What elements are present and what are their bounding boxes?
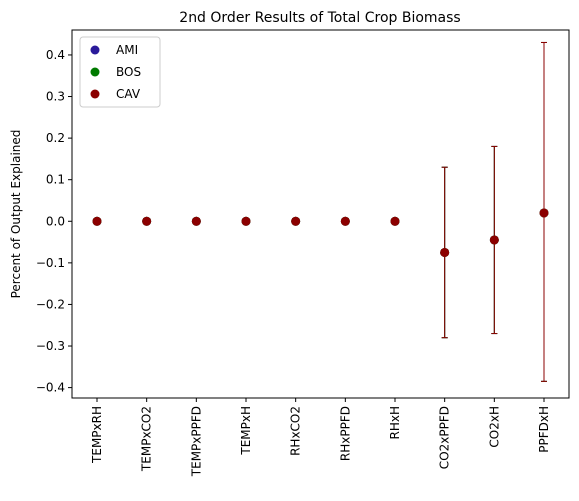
plot-frame xyxy=(71,29,570,399)
legend-marker xyxy=(90,89,100,99)
legend-marker xyxy=(90,67,100,77)
data-point xyxy=(390,216,400,226)
data-point xyxy=(191,216,201,226)
legend-label: CAV xyxy=(116,87,141,101)
data-point xyxy=(489,235,499,245)
chart-title: 2nd Order Results of Total Crop Biomass xyxy=(179,10,460,26)
x-tick-label: RHxCO2 xyxy=(289,406,303,456)
y-tick-label: 0.1 xyxy=(46,173,65,187)
y-tick-label: −0.3 xyxy=(36,339,65,353)
x-tick-label: CO2xPPFD xyxy=(438,406,452,469)
data-point xyxy=(340,216,350,226)
legend-label: AMI xyxy=(116,43,138,57)
legend-label: BOS xyxy=(116,65,141,79)
x-tick-label: TEMPxCO2 xyxy=(140,406,154,472)
y-tick-label: −0.1 xyxy=(36,256,65,270)
data-point xyxy=(241,216,251,226)
y-tick-label: −0.4 xyxy=(36,381,65,395)
y-tick-label: 0.0 xyxy=(46,214,65,228)
legend-box xyxy=(79,36,161,108)
x-tick-label: RHxPPFD xyxy=(338,406,352,461)
x-tick-label: CO2xH xyxy=(487,406,501,448)
y-tick-label: −0.2 xyxy=(36,297,65,311)
y-tick-label: 0.4 xyxy=(46,48,65,62)
data-point xyxy=(539,208,549,218)
y-axis-label: Percent of Output Explained xyxy=(9,130,23,299)
x-tick-label: TEMPxRH xyxy=(90,406,104,464)
y-tick-label: 0.3 xyxy=(46,90,65,104)
data-point xyxy=(142,216,152,226)
x-tick-label: TEMPxPPFD xyxy=(189,406,203,477)
data-point xyxy=(440,247,450,257)
data-point xyxy=(92,216,102,226)
x-tick-label: TEMPxH xyxy=(239,406,253,456)
y-tick-label: 0.2 xyxy=(46,131,65,145)
data-point xyxy=(291,216,301,226)
x-tick-label: PPFDxH xyxy=(537,406,551,453)
legend-marker xyxy=(90,45,100,55)
x-tick-label: RHxH xyxy=(388,406,402,440)
